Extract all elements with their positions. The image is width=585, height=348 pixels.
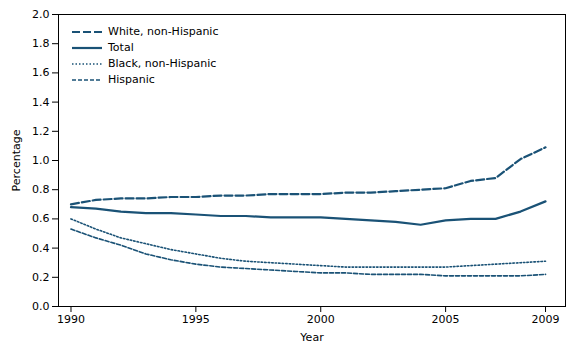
svg-text:1990: 1990 <box>57 313 85 326</box>
svg-text:1.6: 1.6 <box>32 66 50 79</box>
html-text:Black, non-Hispanic: Black, non-Hispanic <box>108 57 217 70</box>
svg-text:1995: 1995 <box>182 313 210 326</box>
svg-text:1.0: 1.0 <box>32 154 50 167</box>
svg-text:0.8: 0.8 <box>32 183 50 196</box>
html-text:Hispanic: Hispanic <box>108 73 155 86</box>
svg-text:2009: 2009 <box>532 313 560 326</box>
svg-text:0.2: 0.2 <box>32 271 50 284</box>
svg-text:2005: 2005 <box>432 313 460 326</box>
svg-text:1.2: 1.2 <box>32 125 50 138</box>
html-text:White, non-Hispanic: White, non-Hispanic <box>108 25 219 38</box>
svg-text:2000: 2000 <box>307 313 335 326</box>
svg-text:0.6: 0.6 <box>32 212 50 225</box>
html-text:Total: Total <box>108 41 134 54</box>
svg-text:2.0: 2.0 <box>32 8 50 21</box>
svg-text:Percentage: Percentage <box>10 129 23 191</box>
svg-text:0.4: 0.4 <box>32 242 50 255</box>
svg-text:1.8: 1.8 <box>32 37 50 50</box>
svg-text:1.4: 1.4 <box>32 96 50 109</box>
svg-text:Year: Year <box>299 331 324 344</box>
svg-text:0.0: 0.0 <box>32 300 50 313</box>
